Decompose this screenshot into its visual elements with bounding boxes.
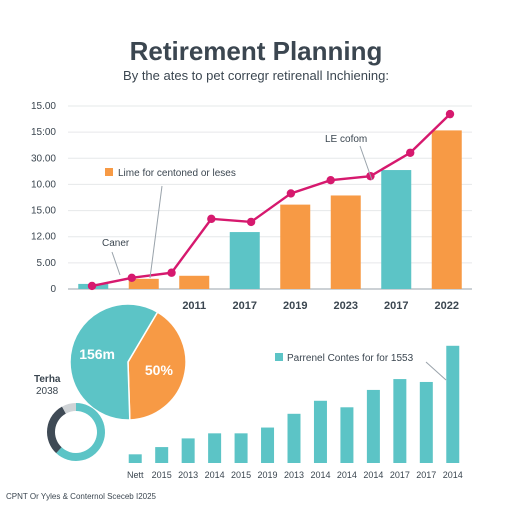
bar: [128, 278, 159, 289]
lower-x-tick-label: 2017: [390, 470, 410, 480]
line-point: [286, 189, 296, 198]
pie-slice: [69, 303, 159, 421]
line-point: [246, 217, 256, 227]
lower-bar: [181, 438, 195, 463]
line-series: [91, 113, 451, 288]
line-point: [167, 268, 176, 277]
lower-bar: [208, 433, 222, 463]
annotation-leader: [359, 145, 373, 181]
y-tick-label: 30.00: [31, 153, 56, 164]
x-tick-label: 2011: [182, 300, 206, 312]
lower-x-tick-label: 2013: [284, 470, 304, 480]
donut-title: Terha: [34, 374, 61, 385]
x-tick-label: 2022: [435, 300, 459, 312]
footer-note: CPNT Or Yyles & Conternol Sceceb I2025: [6, 492, 156, 501]
x-tick-label: 2019: [283, 300, 307, 312]
pie-slice-label: 50%: [145, 362, 174, 378]
lower-x-tick-label: 2014: [205, 470, 225, 480]
lower-x-tick-label: 2014: [337, 470, 357, 480]
annotation-leader: [149, 185, 163, 279]
annotation-label: Caner: [102, 238, 130, 249]
line-point: [207, 214, 216, 224]
lower-x-tick-label: 2014: [310, 470, 330, 480]
bar: [179, 275, 210, 289]
legend-label: Lime for centoned or leses: [118, 168, 236, 179]
lower-bar: [128, 454, 142, 463]
lower-bar: [234, 433, 248, 463]
lower-legend-swatch: [275, 353, 283, 361]
y-tick-label: 15:00: [31, 127, 56, 138]
lower-bar: [419, 381, 433, 463]
y-tick-label: 15.00: [31, 101, 56, 112]
lower-x-tick-label: 2019: [258, 470, 278, 480]
donut-segment: [47, 406, 67, 454]
lower-bar: [366, 389, 380, 463]
line-point: [406, 148, 415, 157]
donut-segment: [62, 403, 77, 414]
bar: [280, 204, 311, 289]
lower-bar: [393, 379, 407, 463]
lower-x-tick-label: 2017: [416, 470, 436, 480]
y-tick-label: 10.00: [31, 179, 56, 190]
lower-x-tick-label: 2013: [178, 470, 198, 480]
lower-bar: [446, 345, 460, 463]
y-tick-label: 12.00: [31, 232, 56, 243]
x-tick-label: 2017: [384, 300, 408, 312]
x-tick-label: 2017: [233, 300, 257, 312]
lower-bar: [287, 413, 301, 463]
line-point: [326, 176, 335, 185]
y-tick-label: 5.00: [37, 258, 57, 269]
annotation-leader: [111, 251, 121, 276]
bar: [330, 195, 361, 289]
lower-bar: [155, 447, 169, 463]
x-tick-label: 2023: [334, 300, 358, 312]
donut-subtitle: 2038: [36, 386, 59, 397]
lower-x-tick-label: 2014: [443, 470, 463, 480]
bar: [431, 130, 462, 289]
lower-annotation-leader: [425, 361, 447, 381]
chart-subtitle: By the ates to pet corregr retirenall In…: [123, 68, 389, 83]
lower-bar: [313, 400, 327, 463]
y-tick-label: 15.00: [31, 206, 56, 217]
donut-segment: [56, 403, 105, 461]
lower-bar: [261, 427, 275, 463]
lower-x-tick-label: 2014: [363, 470, 383, 480]
bar: [229, 232, 260, 289]
pie-slice-label: 156m: [79, 346, 115, 362]
lower-x-tick-label: Nett: [127, 470, 144, 480]
line-point: [87, 281, 97, 291]
bar: [381, 170, 412, 289]
annotation-label: LE cofom: [325, 134, 367, 145]
pie-slice: [127, 311, 187, 421]
chart-title: Retirement Planning: [129, 36, 383, 66]
line-point: [445, 109, 455, 119]
line-point: [127, 273, 136, 283]
legend-swatch: [105, 168, 113, 176]
y-tick-label: 0: [50, 284, 56, 295]
lower-legend-label: Parrenel Contes for for 1553: [287, 353, 414, 364]
lower-x-tick-label: 2015: [231, 470, 251, 480]
lower-x-tick-label: 2015: [152, 470, 172, 480]
lower-bar: [340, 407, 354, 463]
